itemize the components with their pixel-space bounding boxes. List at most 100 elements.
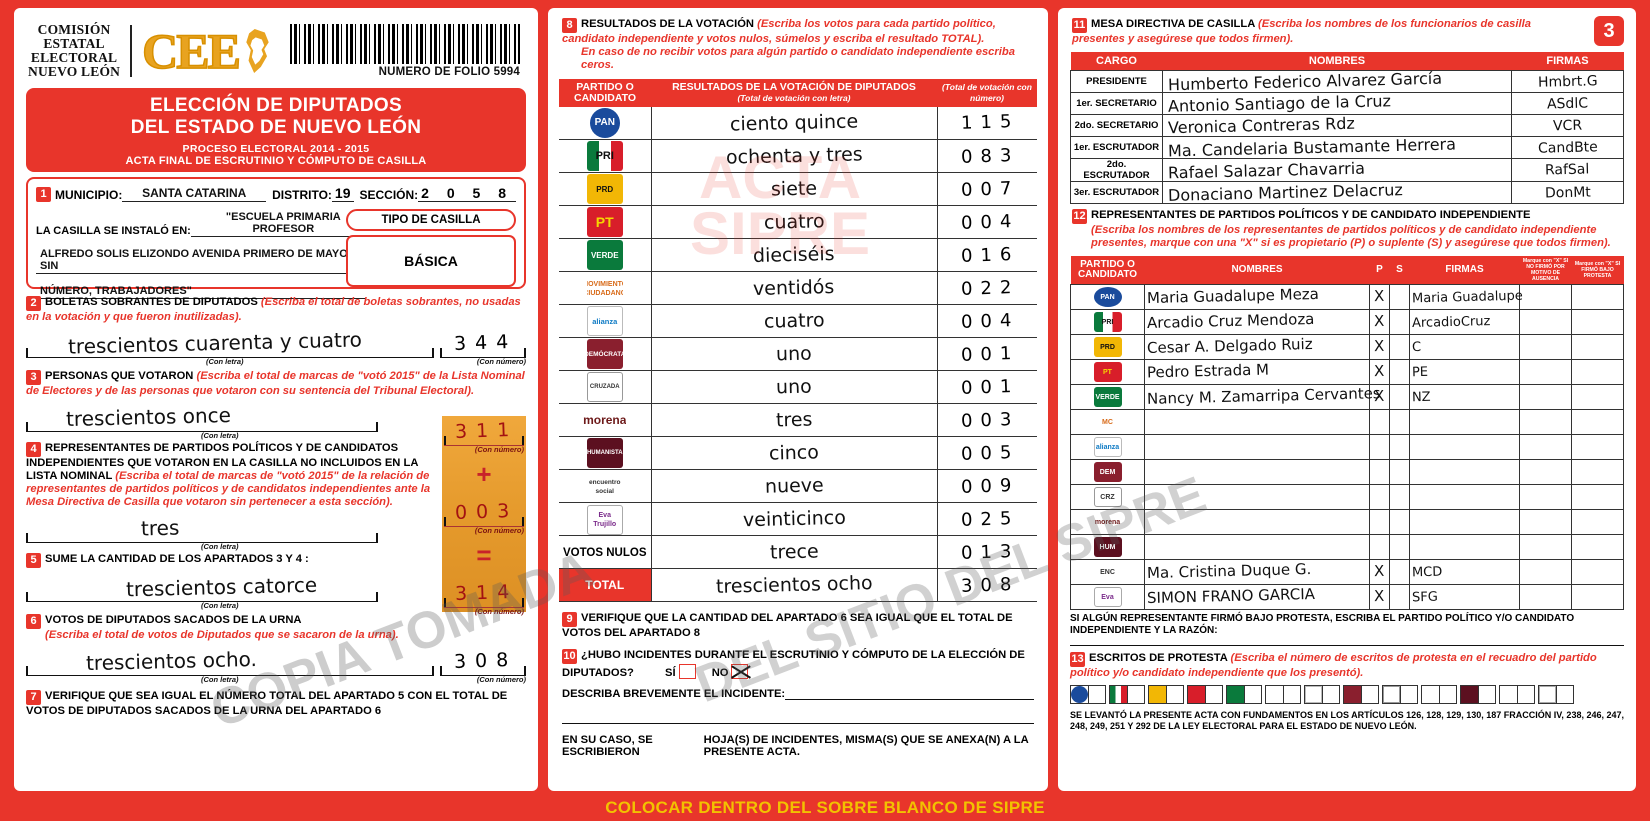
rep-ausencia-12[interactable] [1519,583,1572,610]
mesa-nombre-4[interactable]: Rafael Salazar Chavarria [1167,158,1366,183]
rep-ausencia-2[interactable] [1519,333,1572,360]
section-6-letter-value[interactable]: trescientos ocho. [85,646,258,676]
rep-ausencia-10[interactable] [1519,533,1572,560]
address-line-2[interactable]: ALFREDO SOLIS ELIZONDO AVENIDA PRIMERO D… [40,248,351,272]
rep-ausencia-3[interactable] [1519,358,1572,385]
total-number[interactable]: 308 [960,573,1020,597]
mesa-firma-4[interactable]: RafSal [1545,161,1590,179]
seccion-value[interactable]: 2 0 5 8 [418,185,516,202]
rep-protesta-7[interactable] [1571,458,1624,485]
protest-count-input-0[interactable] [1088,685,1105,703]
address-line-3[interactable]: NÚMERO, TRABAJADORES" [40,285,192,297]
vote-letter-cruz[interactable]: uno [775,375,813,399]
rep-protesta-6[interactable] [1571,433,1624,460]
vote-letter-hum[interactable]: cinco [768,441,820,465]
municipio-value[interactable]: SANTA CATARINA [142,186,247,200]
vote-number-pt[interactable]: 004 [960,210,1020,234]
rep-firma-12[interactable]: SFG [1411,589,1438,605]
rep-p-4[interactable]: X [1374,386,1385,406]
vote-number-hum[interactable]: 005 [960,441,1020,465]
mesa-firma-2[interactable]: VCR [1552,117,1583,135]
total-letter[interactable]: trescientos ocho [715,572,873,599]
rep-ausencia-1[interactable] [1519,308,1572,335]
section-2-letter-value[interactable]: trescientos cuarenta y cuatro [67,327,363,359]
rep-firma-0[interactable]: Maria Guadalupe [1411,288,1524,306]
vote-letter-prd[interactable]: siete [770,177,818,201]
mesa-nombre-2[interactable]: Veronica Contreras Rdz [1167,113,1355,138]
vote-number-eva[interactable]: 025 [960,507,1020,531]
protest-count-input-12[interactable] [1556,685,1573,703]
vote-number-verde[interactable]: 016 [960,243,1020,267]
rep-ausencia-11[interactable] [1519,558,1572,585]
rep-protesta-9[interactable] [1571,508,1624,535]
rep-nombre-12[interactable]: SIMON FRANO GARCIA [1146,585,1316,608]
rep-p-3[interactable]: X [1374,361,1385,381]
section-3-number-value[interactable]: 311 [454,418,519,443]
rep-ausencia-6[interactable] [1519,433,1572,460]
protest-count-input-11[interactable] [1517,685,1534,703]
vote-number-mc[interactable]: 022 [960,276,1020,300]
rep-protesta-10[interactable] [1571,533,1624,560]
vote-number-morena[interactable]: 003 [960,408,1020,432]
vote-letter-nulos[interactable]: trece [769,540,819,564]
rep-nombre-2[interactable]: Cesar A. Delgado Ruiz [1146,335,1313,358]
mesa-nombre-0[interactable]: Humberto Federico Alvarez García [1167,68,1443,95]
rep-ausencia-7[interactable] [1519,458,1572,485]
incident-line-2[interactable] [562,712,1034,724]
tipo-casilla-value[interactable]: BÁSICA [346,235,516,287]
protest-count-input-5[interactable] [1283,685,1300,703]
mesa-firma-3[interactable]: CandBte [1537,138,1598,157]
rep-protesta-4[interactable] [1571,383,1624,410]
rep-firma-1[interactable]: ArcadioCruz [1411,313,1491,331]
protest-count-input-1[interactable] [1127,685,1144,703]
rep-ausencia-9[interactable] [1519,508,1572,535]
section-2-number-value[interactable]: 344 [453,330,518,355]
vote-number-pri[interactable]: 083 [960,144,1020,168]
rep-nombre-11[interactable]: Ma. Cristina Duque G. [1146,560,1312,583]
rep-nombre-4[interactable]: Nancy M. Zamarripa Cervantes [1146,384,1381,408]
rep-protesta-5[interactable] [1571,408,1624,435]
mesa-nombre-1[interactable]: Antonio Santiago de la Cruz [1167,91,1392,116]
rep-protesta-2[interactable] [1571,333,1624,360]
rep-p-1[interactable]: X [1374,311,1385,331]
mesa-nombre-3[interactable]: Ma. Candelaria Bustamante Herrera [1167,134,1457,161]
vote-letter-demo[interactable]: uno [775,342,813,366]
section-6-number-value[interactable]: 308 [453,648,518,673]
distrito-value[interactable]: 19 [331,185,354,202]
section-5-letter-value[interactable]: trescientos catorce [125,572,318,602]
mesa-firma-0[interactable]: Hmbrt.G [1537,72,1598,91]
vote-letter-verde[interactable]: dieciséis [752,243,836,268]
vote-number-enc[interactable]: 009 [960,474,1020,498]
rep-protesta-1[interactable] [1571,308,1624,335]
rep-nombre-3[interactable]: Pedro Estrada M [1146,360,1270,382]
rep-p-12[interactable]: X [1374,586,1385,606]
protest-input-line[interactable] [1070,638,1624,646]
mesa-firma-1[interactable]: ASdlC [1546,95,1589,113]
address-line-1[interactable]: "ESCUELA PRIMARIA PROFESOR [225,211,341,235]
section-3-letter-value[interactable]: trescientos once [65,402,232,432]
mesa-nombre-5[interactable]: Donaciano Martinez Delacruz [1167,180,1404,206]
vote-letter-pan[interactable]: ciento quince [729,110,859,136]
vote-number-cruz[interactable]: 001 [960,375,1020,399]
rep-protesta-0[interactable] [1571,283,1624,310]
rep-ausencia-0[interactable] [1519,283,1572,310]
incident-line-1[interactable] [785,688,1034,700]
section-5-number-value[interactable]: 314 [454,580,519,605]
rep-protesta-12[interactable] [1571,583,1624,610]
section-4-number-value[interactable]: 003 [454,499,519,524]
rep-firma-4[interactable]: NZ [1411,389,1431,405]
vote-letter-alianza[interactable]: cuatro [763,309,825,333]
vote-letter-morena[interactable]: tres [775,408,813,432]
protest-count-input-8[interactable] [1400,685,1417,703]
vote-number-demo[interactable]: 001 [960,342,1020,366]
protest-count-input-3[interactable] [1205,685,1222,703]
mesa-firma-5[interactable]: DonMt [1544,184,1591,202]
rep-ausencia-5[interactable] [1519,408,1572,435]
rep-nombre-1[interactable]: Arcadio Cruz Mendoza [1146,310,1315,333]
rep-ausencia-4[interactable] [1519,383,1572,410]
rep-protesta-3[interactable] [1571,358,1624,385]
rep-firma-3[interactable]: PE [1411,364,1429,380]
rep-p-11[interactable]: X [1374,561,1385,581]
rep-protesta-11[interactable] [1571,558,1624,585]
protest-count-input-7[interactable] [1361,685,1378,703]
